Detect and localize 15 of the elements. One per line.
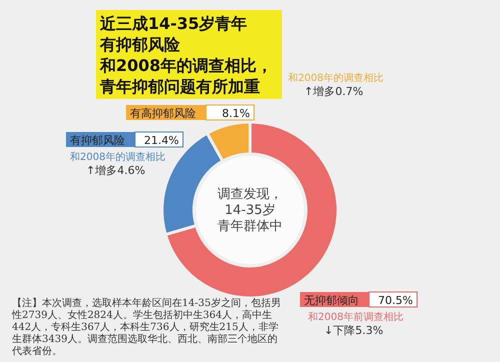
text: 14-35岁	[224, 203, 276, 218]
text: 青年群体中	[218, 219, 282, 234]
slice-label: 有高抑郁风险	[130, 107, 196, 120]
data-label: 8.1%	[222, 107, 250, 120]
text: 和2008年的调查相比	[288, 73, 384, 84]
text: 【注】本次调查，选取样本年龄区间在14-35岁之间，包括男性2739人、女性2824人。学生包括初中生364人，高中生442人，专科生367人，本科生736人，研究生215人，非学生群体3439人。调查范围选取华北、西北、南部三个地区的代表省份。	[12, 298, 282, 358]
slice-label: 有抑郁风险	[70, 134, 125, 147]
text: 调查发现，	[218, 187, 282, 202]
chart-subtitle: 和2008年的调查相比，青年抑郁问题有所加重	[99, 56, 273, 96]
title: 近三成14-35岁青年有抑郁风险 和2008年的调查相比，青年抑郁问题有所加重	[96, 10, 282, 99]
data-label: 70.5%	[378, 294, 413, 307]
text: ↑增多0.7%	[304, 85, 364, 98]
chart-title: 近三成14-35岁青年有抑郁风险	[99, 14, 248, 54]
data-label: 21.4%	[144, 134, 179, 147]
slice-label: 无抑郁倾向	[304, 294, 359, 307]
